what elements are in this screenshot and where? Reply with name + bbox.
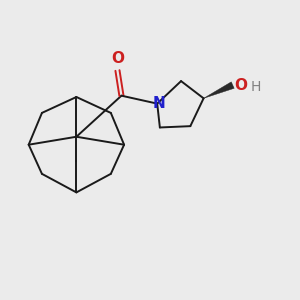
Text: N: N xyxy=(152,96,165,111)
Text: O: O xyxy=(234,78,247,93)
Polygon shape xyxy=(204,82,234,98)
Text: O: O xyxy=(111,51,124,66)
Text: H: H xyxy=(251,80,261,94)
